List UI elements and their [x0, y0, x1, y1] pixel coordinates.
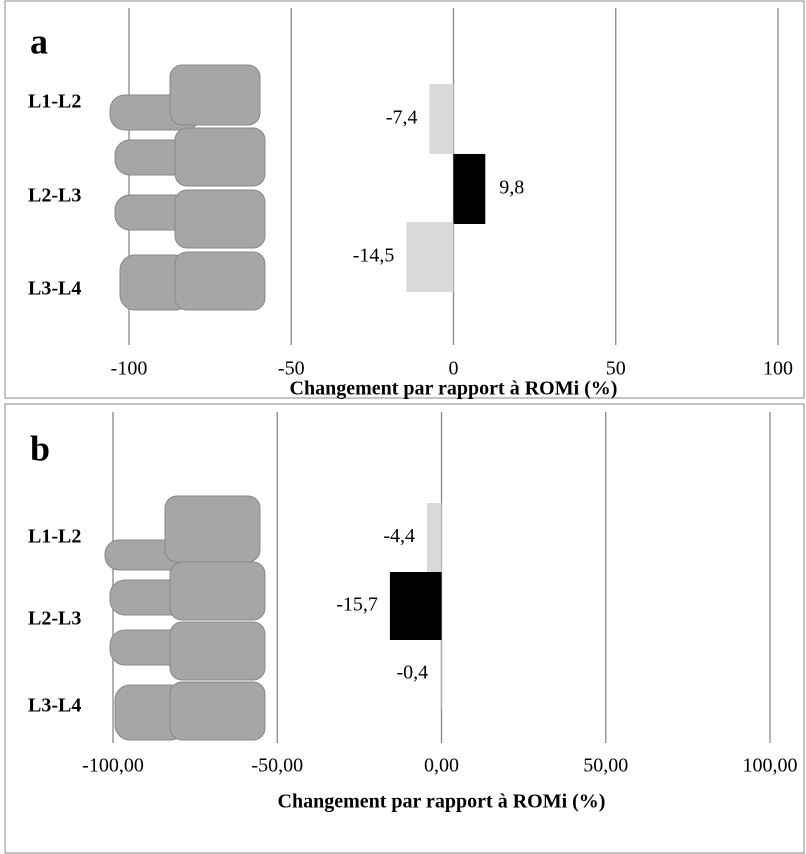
- bar: [389, 572, 442, 640]
- value-label: -4,4: [383, 525, 415, 547]
- x-tick-label: -100: [111, 358, 148, 380]
- bar: [427, 503, 442, 572]
- category-label: L3-L4: [28, 695, 81, 717]
- value-label: -7,4: [386, 107, 418, 129]
- x-tick-label: 50,00: [583, 755, 628, 777]
- bar: [406, 222, 454, 292]
- bar: [453, 154, 486, 224]
- panel-frame: [4, 0, 805, 399]
- x-tick-label: 0,00: [424, 755, 459, 777]
- value-label: -14,5: [353, 245, 395, 267]
- category-label: L2-L3: [28, 185, 81, 207]
- panel-letter: b: [30, 428, 50, 468]
- x-tick-label: 50: [606, 358, 626, 380]
- x-tick-label: -50,00: [251, 755, 303, 777]
- x-tick-label: 100,00: [743, 755, 798, 777]
- category-label: L1-L2: [28, 91, 81, 113]
- category-label: L3-L4: [28, 278, 81, 300]
- x-axis-title: Changement par rapport à ROMi (%): [290, 378, 618, 400]
- x-tick-label: -100,00: [82, 755, 144, 777]
- grid-layer: [112, 8, 779, 743]
- spine-image: [104, 495, 266, 741]
- x-tick-label: 100: [763, 358, 793, 380]
- bar: [440, 640, 442, 708]
- value-label: 9,8: [499, 177, 524, 199]
- x-tick-label: -50: [278, 358, 305, 380]
- category-label: L2-L3: [28, 608, 81, 630]
- panel-letter: a: [30, 21, 48, 61]
- category-label: L1-L2: [28, 526, 81, 548]
- x-axis-title: Changement par rapport à ROMi (%): [278, 791, 606, 813]
- spine-image: [109, 64, 266, 311]
- panel-frame: [4, 403, 805, 854]
- value-label: -0,4: [397, 662, 429, 684]
- x-tick-label: 0: [449, 358, 459, 380]
- value-label: -15,7: [336, 594, 378, 616]
- bar: [429, 84, 454, 154]
